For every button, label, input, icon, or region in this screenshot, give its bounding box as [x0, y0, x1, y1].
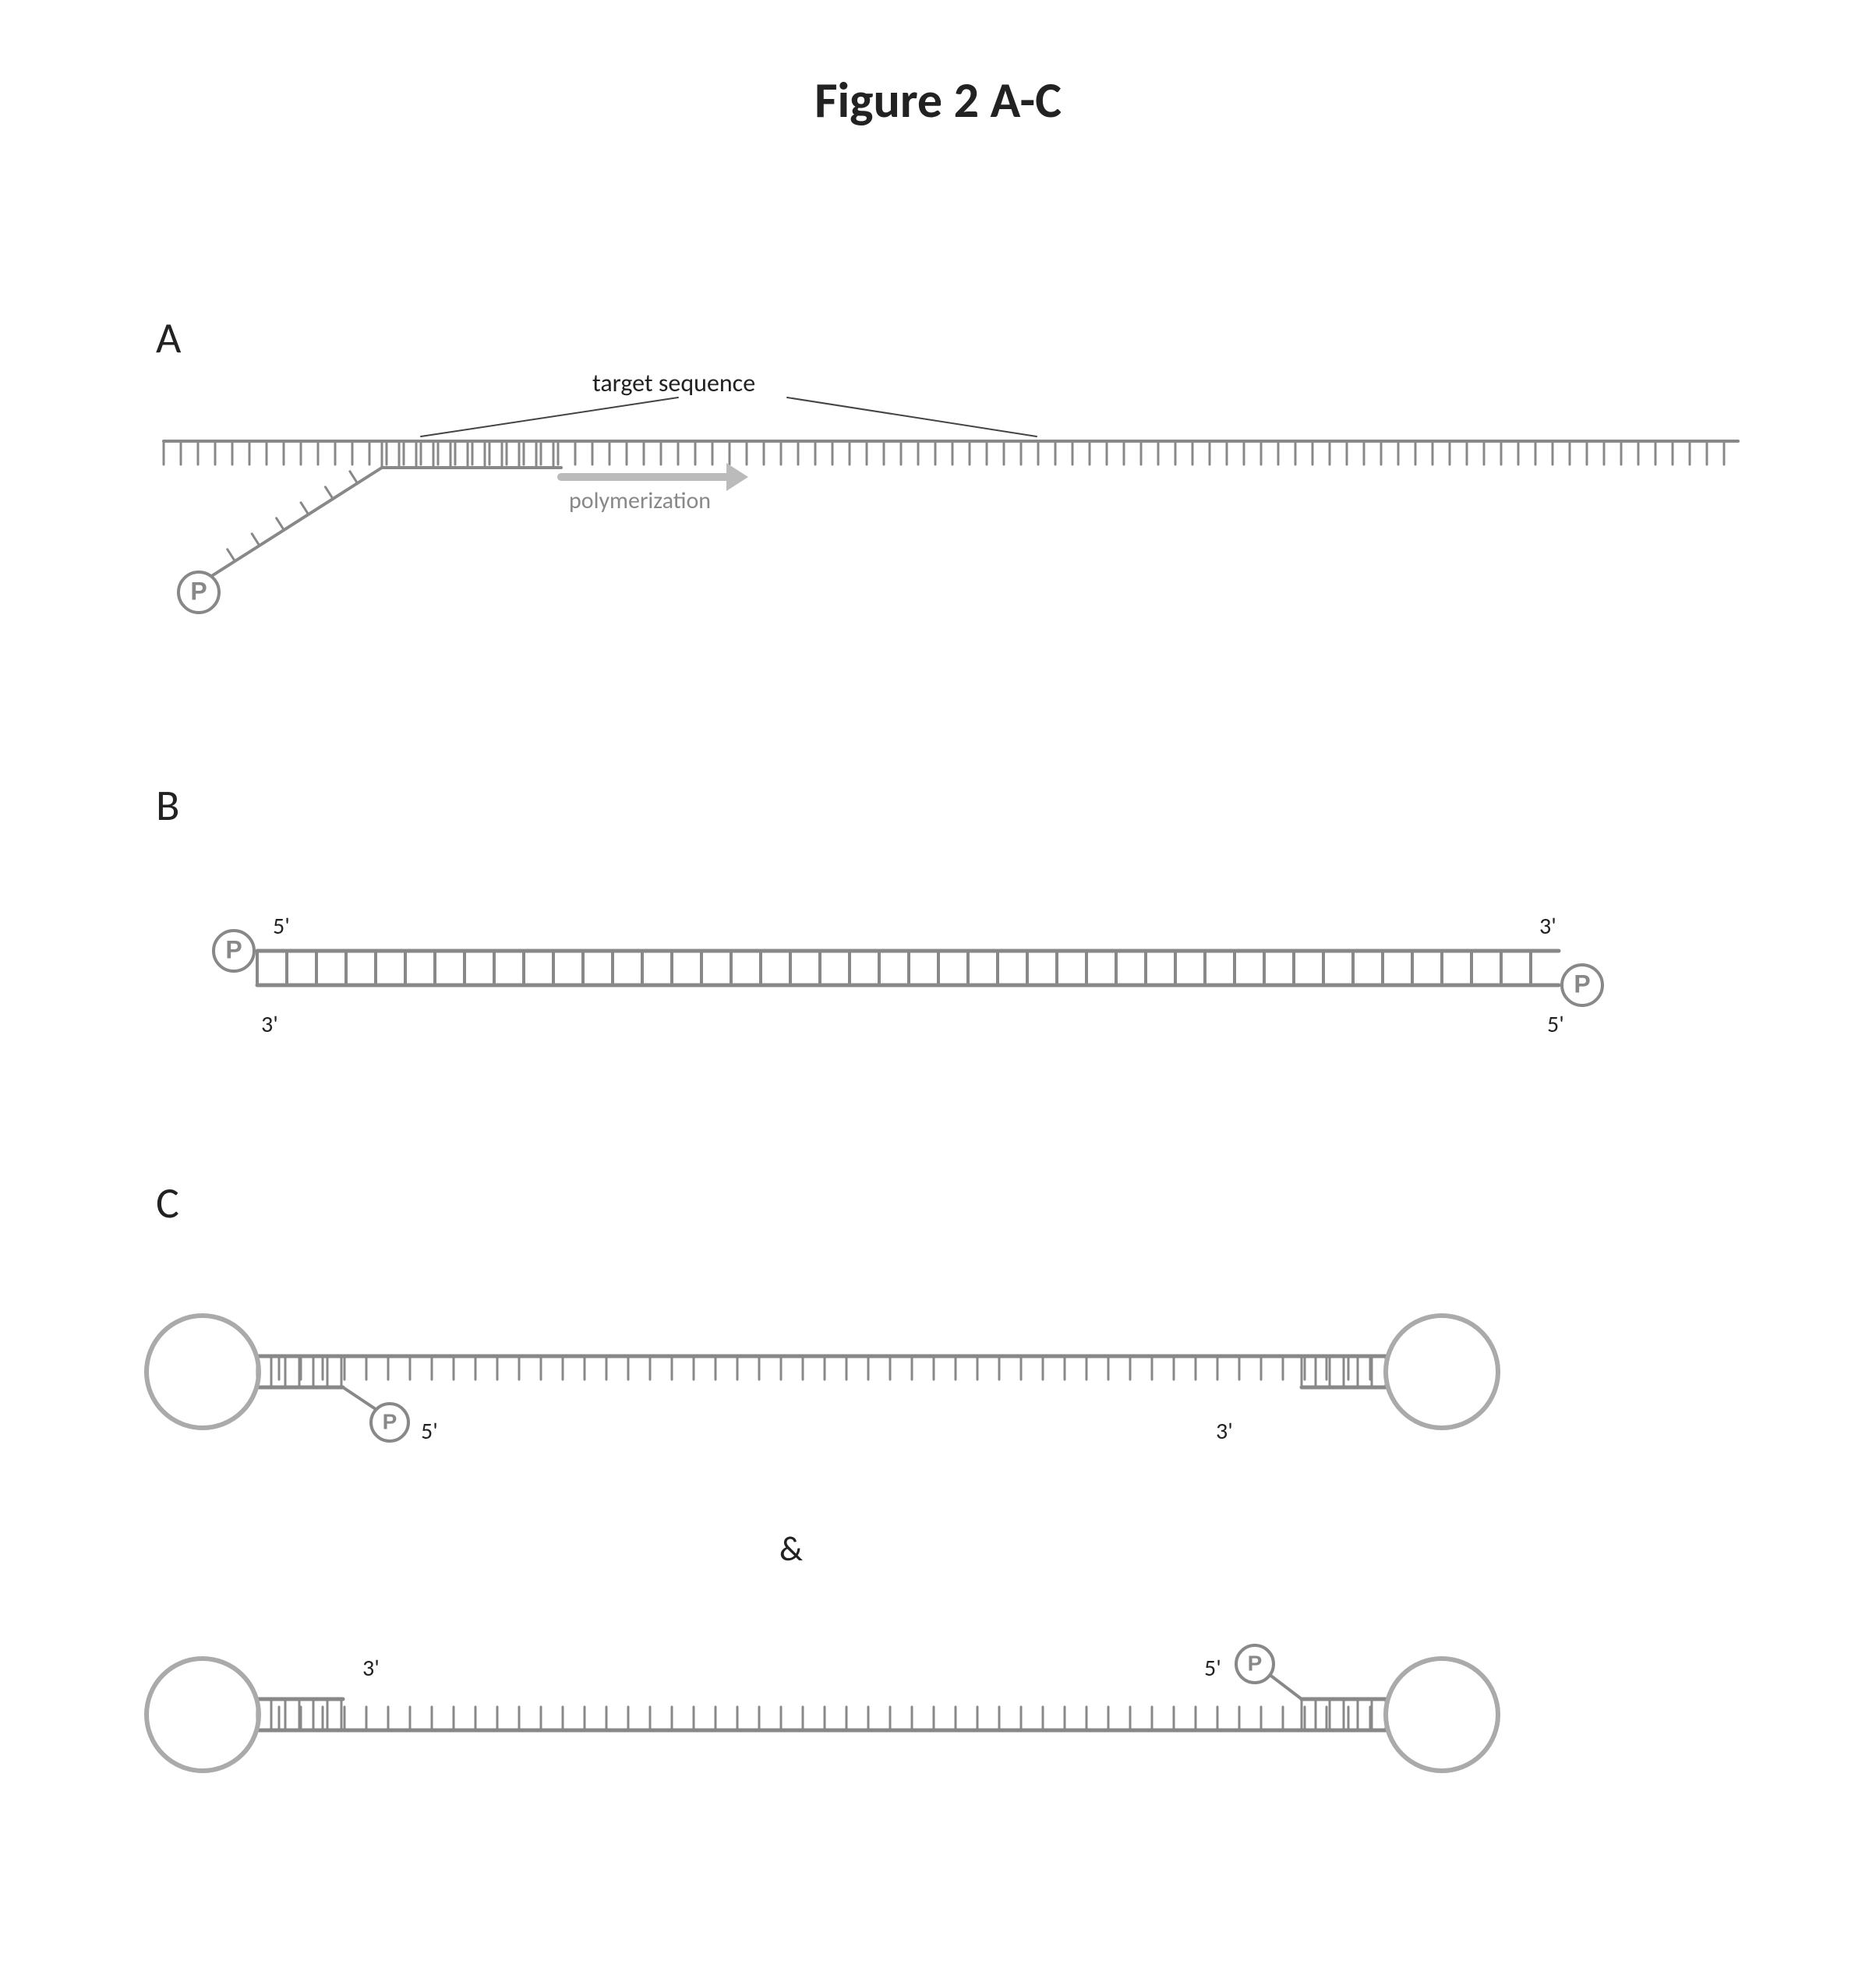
svg-text:P: P	[1248, 1651, 1263, 1675]
svg-text:P: P	[1574, 970, 1590, 998]
page: Figure 2 A-C A B C target sequence polym…	[0, 0, 1876, 1982]
svg-text:P: P	[383, 1409, 397, 1433]
svg-text:P: P	[190, 577, 207, 605]
svg-text:P: P	[225, 935, 242, 963]
diagram-svg: P P P P P	[0, 0, 1876, 1982]
